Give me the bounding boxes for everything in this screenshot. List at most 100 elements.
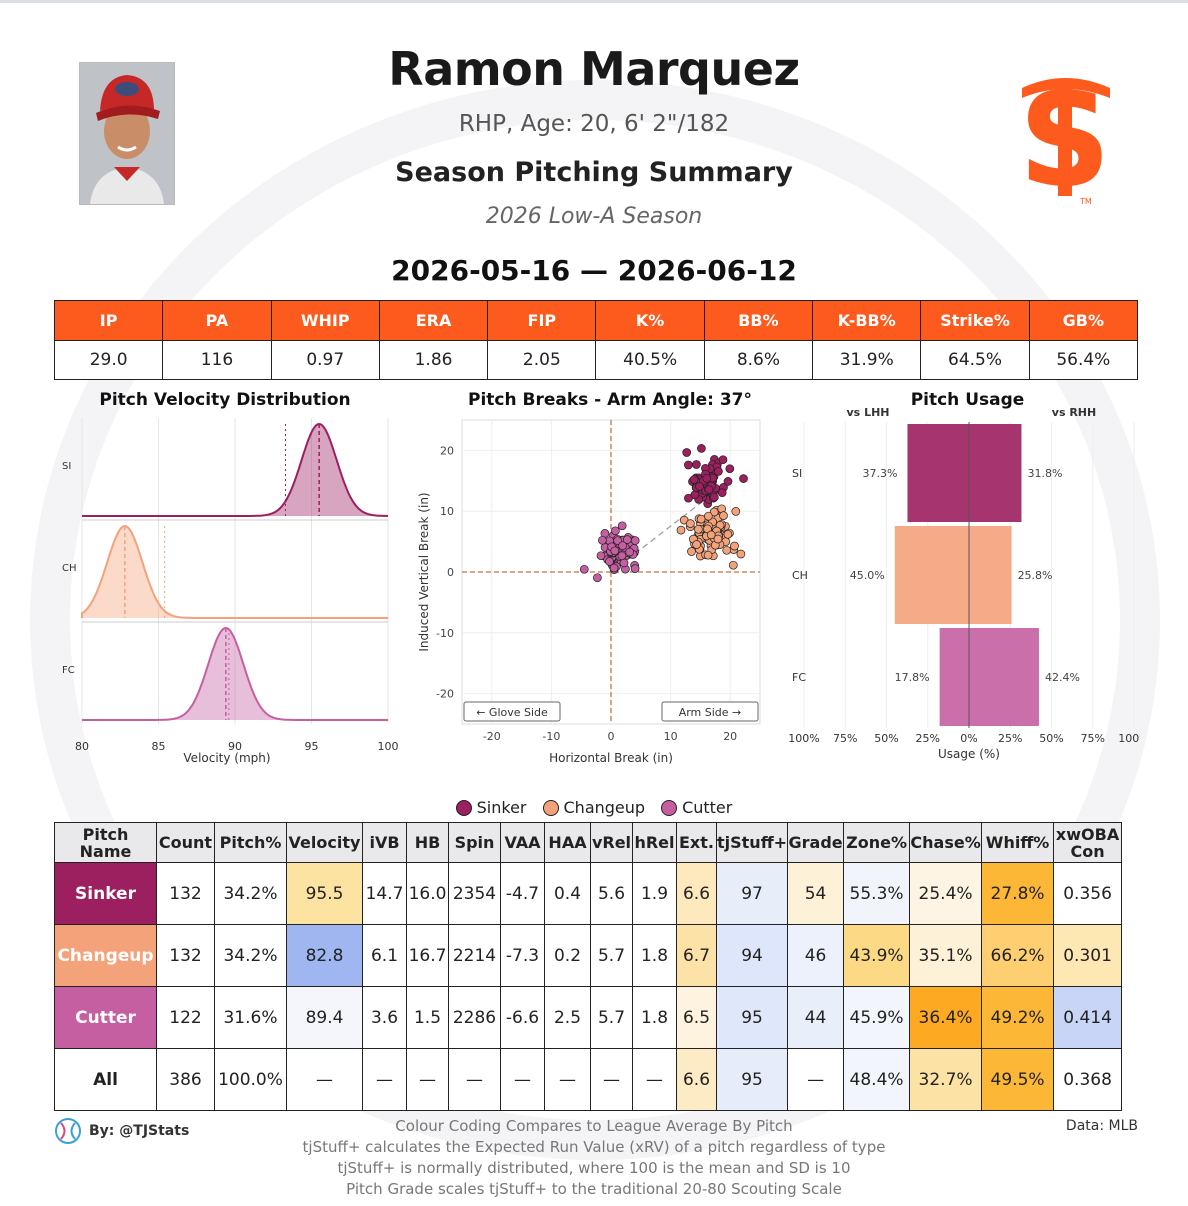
y-tick-label: 10 [440,505,454,518]
stat-value: 1.86 [378,340,489,380]
table-cell: 132 [156,924,215,987]
x-tick-label: -20 [483,730,501,743]
glove-side-box [463,701,561,722]
pitch-name-cell: Changeup [54,924,157,987]
stat-value: 64.5% [920,340,1030,380]
x-tick-label: 0% [960,732,977,745]
pitch-point-sinker [692,460,701,469]
summary-title: Season Pitching Summary [395,157,793,188]
stat-header: FIP [487,300,597,341]
table-cell: 1.5 [406,986,449,1049]
pitch-name-cell: Cutter [54,986,157,1049]
stat-header: K-BB% [812,300,922,341]
summary-stats-header-row: IP PA WHIP ERA FIP K% BB% K-BB% Strike% … [53,300,1139,341]
pitch-point-changeup [696,514,706,524]
pitch-table-header: Spin [448,822,501,863]
pitch-table-header: HAA [544,822,591,863]
table-cell: 100.0% [214,1048,287,1111]
table-cell: 1.8 [632,986,677,1049]
density-line-si [82,422,389,517]
table-cell: -4.7 [500,862,545,925]
table-cell: 46 [787,924,845,987]
pitch-point-cutter [617,551,627,561]
player-info: RHP, Age: 20, 6' 2"/182 [458,111,730,137]
stat-header: PA [162,300,272,341]
table-cell: — [590,1048,633,1111]
table-row: All 386 100.0% — — — — — — — —6.6 95—48.4% 32.7% 49.5… [54,1048,1123,1111]
stat-header: BB% [703,300,814,341]
pitch-point-sinker [697,444,706,453]
credit-text: By: @TJStats [89,1123,190,1139]
x-axis-label: Usage (%) [938,747,1000,761]
pitch-table-header: Whiff% [981,822,1055,863]
velocity-chart-title: Pitch Velocity Distribution [99,390,351,410]
footer-note: tjStuff+ is normally distributed, where … [337,1159,851,1177]
density-area-ch [82,526,388,618]
table-cell: 14.7 [362,862,407,925]
x-axis-label: Horizontal Break (in) [549,751,673,765]
y-tick-label: 20 [440,444,454,457]
pitch-point-cutter [598,535,607,545]
table-cell: 97 [715,862,789,925]
stat-header: GB% [1028,300,1139,341]
pitch-table-header: Count [156,822,215,863]
table-cell: 43.9% [843,924,911,987]
table-cell: 386 [156,1048,215,1111]
legend-label: Sinker [476,798,527,817]
usage-value-rhh: 25.8% [1018,569,1053,582]
velocity-distribution-chart: SI CH FC 80 85 90 95 100 Velocity (mph) [62,418,399,765]
stat-value: 56.4% [1028,340,1139,380]
summary-stats-value-row: 29.0 116 0.97 1.86 2.05 40.5% 8.6% 31.9%… [53,340,1139,380]
x-tick-label: 50% [874,732,898,745]
table-cell: 95.5 [286,862,363,925]
pitch-point-cutter [609,563,619,573]
table-cell: -6.6 [500,986,545,1049]
table-cell: — [286,1048,363,1111]
pitch-point-sinker [684,460,693,470]
legend-item-cutter: Cutter [661,798,732,817]
table-cell: 49.5% [981,1048,1055,1111]
y-tick-label: -10 [436,627,454,640]
table-cell: 1.8 [632,924,677,987]
date-range: 2026-05-16 — 2026-06-12 [391,254,797,287]
usage-bar-lhh [894,526,969,624]
table-cell: 35.1% [909,924,983,987]
svg-text:TM: TM [1079,197,1092,206]
glove-side-label: ← Glove Side [476,706,548,719]
arm-side-box [661,701,759,722]
table-cell: 5.7 [590,986,633,1049]
pitch-table-header: tjStuff+ [715,822,789,863]
pitch-point-changeup [687,547,696,556]
pitch-point-changeup [723,529,733,539]
arm-side-label: Arm Side → [679,706,742,719]
pitch-point-changeup [719,511,728,520]
stat-header: K% [595,300,705,341]
legend-dot-icon [455,799,472,816]
table-cell: 16.7 [406,924,449,987]
table-cell: 66.2% [981,924,1055,987]
table-cell: 94 [715,924,789,987]
pitch-point-cutter [630,536,640,545]
usage-bar-lhh [907,424,969,522]
pitch-table-header: xwOBA Con [1053,822,1123,863]
pitch-point-changeup [703,511,713,521]
pitch-point-changeup [736,549,746,559]
pitch-point-cutter [593,573,602,583]
giants-logo-icon: S TM [1010,58,1120,215]
usage-chart-title: Pitch Usage [910,390,1025,410]
usage-value-lhh: 37.3% [863,467,898,480]
legend-label: Changeup [563,798,646,817]
pitch-point-sinker [739,474,748,483]
table-row: Cutter 122 31.6% 89.4 3.6 1.5 2286 -6.6 2.5 5.7 1.… [54,986,1123,1049]
season-label: 2026 Low-A Season [485,204,703,229]
pitch-point-sinker [714,467,723,476]
data-source: Data: MLB [1065,1118,1138,1134]
x-tick-label: 100 [378,740,399,753]
table-cell: 6.7 [676,924,717,987]
row-label: CH [792,569,808,582]
usage-value-lhh: 17.8% [895,671,930,684]
pitch-point-cutter [622,535,632,544]
pitch-table-header: Pitch Name [54,822,157,863]
stat-header: Strike% [920,300,1030,341]
x-tick-label: 95 [305,740,319,753]
